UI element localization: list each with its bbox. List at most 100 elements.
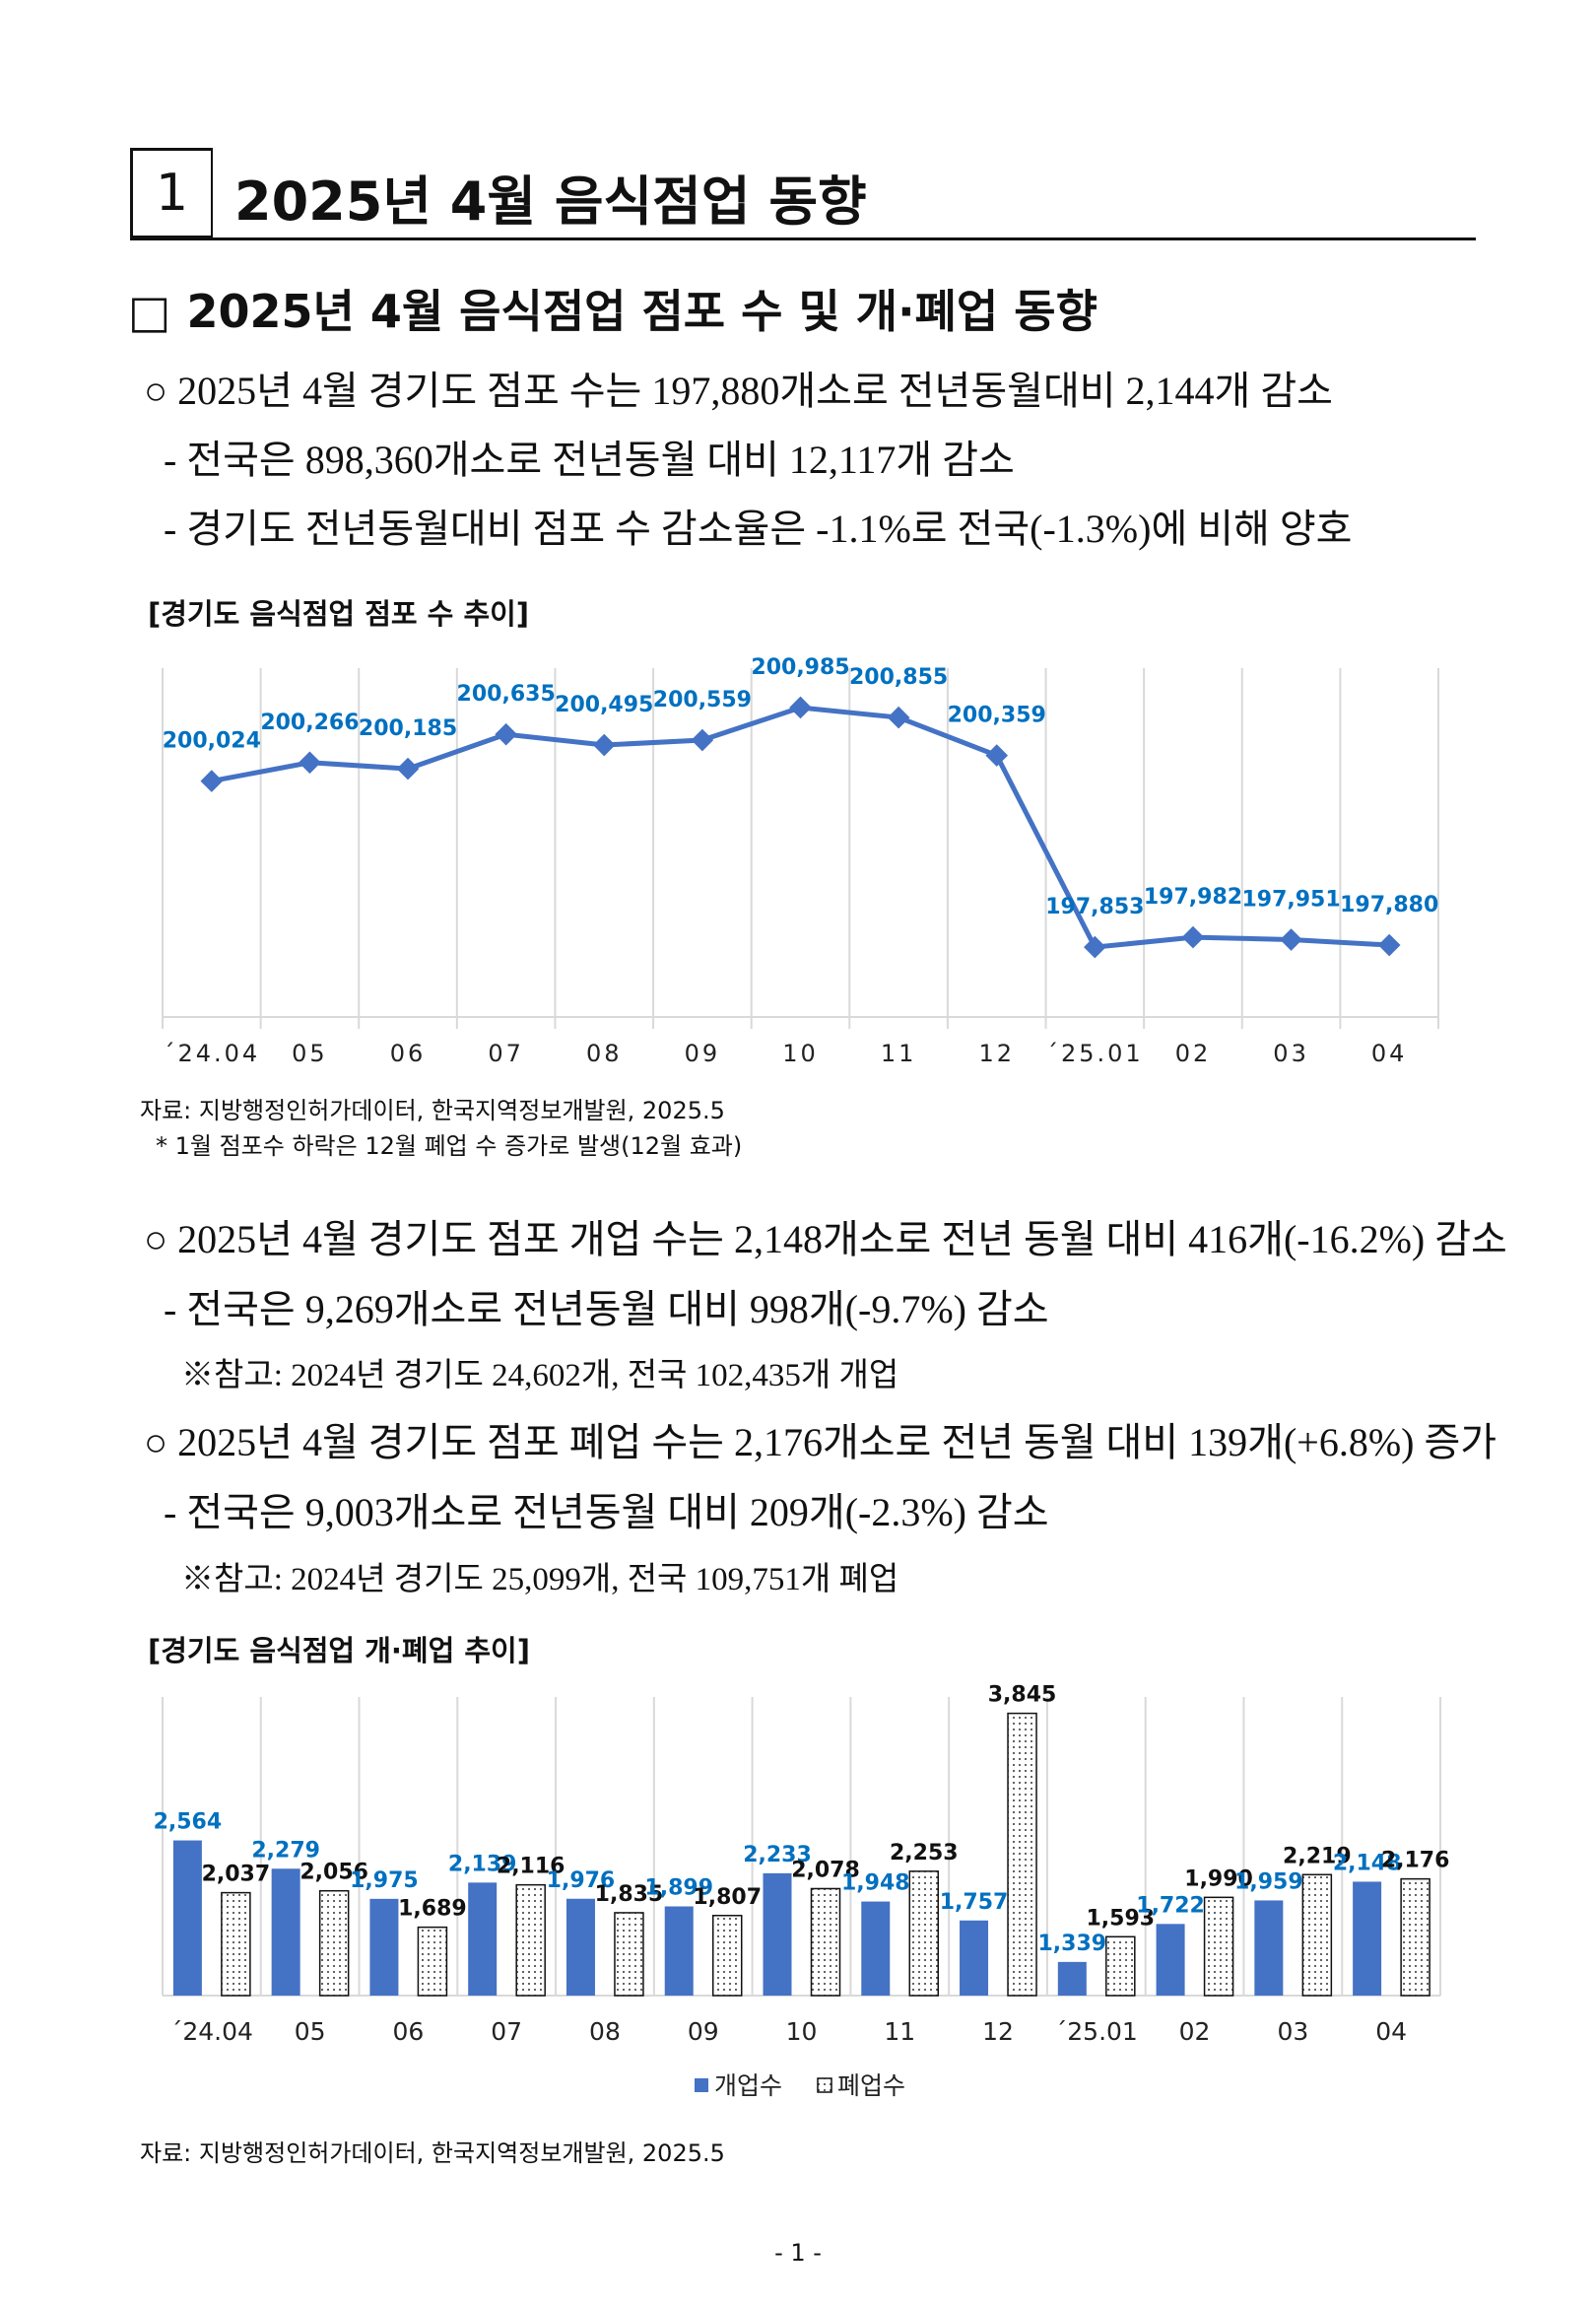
bar-value-label: 1,990 <box>1184 1866 1253 1891</box>
data-label: 200,185 <box>359 716 457 741</box>
bar-value-label: 1,959 <box>1234 1869 1303 1894</box>
bar-open <box>1156 1924 1185 1996</box>
bar-value-label: 1,948 <box>841 1871 910 1896</box>
bar-open <box>271 1868 300 1996</box>
x-tick-label: ´25.01 <box>1046 1040 1144 1067</box>
bar-value-label: 2,056 <box>299 1861 368 1885</box>
data-label: 197,880 <box>1340 893 1438 917</box>
bar-value-label: 2,233 <box>743 1843 812 1867</box>
page-number: - 1 - <box>774 2239 822 2267</box>
bar-value-label: 1,722 <box>1136 1893 1205 1918</box>
bar-value-label: 2,279 <box>251 1838 320 1863</box>
bar-value-label: 2,078 <box>791 1858 860 1882</box>
chart2-source: 자료: 지방행정인허가데이터, 한국지역정보개발원, 2025.5 <box>140 2139 725 2167</box>
x-tick-label: 12 <box>982 2017 1014 2046</box>
data-point <box>396 757 420 780</box>
chart1-note: * 1월 점포수 하락은 12월 폐업 수 증가로 발생(12월 효과) <box>156 1132 743 1160</box>
data-point <box>592 733 616 757</box>
legend-swatch-open <box>695 2078 708 2092</box>
bar-open <box>468 1882 498 1996</box>
data-label: 197,982 <box>1144 885 1242 910</box>
bar-value-label: 1,835 <box>595 1882 664 1907</box>
x-tick-label: 11 <box>881 1040 917 1067</box>
data-point <box>789 696 812 719</box>
data-point <box>1181 925 1205 949</box>
data-point <box>1084 935 1106 959</box>
bar-close <box>614 1912 644 1997</box>
legend-swatch-close <box>817 2077 832 2093</box>
bar-open <box>369 1898 399 1996</box>
bullet-store-count: ○ 2025년 4월 경기도 점포 수는 197,880개소로 전년동월대비 2… <box>144 369 1333 413</box>
data-point <box>985 744 1009 767</box>
x-tick-label: 06 <box>393 2017 425 2046</box>
bullet-closures: ○ 2025년 4월 경기도 점포 폐업 수는 2,176개소로 전년 동월 대… <box>144 1420 1497 1464</box>
data-label: 200,559 <box>653 688 752 712</box>
bar-value-label: 1,689 <box>398 1897 467 1922</box>
bar-value-label: 3,845 <box>988 1683 1057 1708</box>
bar-value-label: 1,339 <box>1038 1932 1107 1956</box>
x-tick-label: ´24.04 <box>163 1040 260 1067</box>
bar-value-label: 1,976 <box>547 1868 616 1893</box>
x-tick-label: 05 <box>292 1040 328 1067</box>
data-label: 197,853 <box>1045 895 1144 919</box>
x-tick-label: 06 <box>390 1040 427 1067</box>
bar-open <box>565 1898 595 1996</box>
bar-open <box>1254 1900 1284 1996</box>
x-tick-label: 09 <box>688 2017 719 2046</box>
bar-value-label: 1,899 <box>644 1876 713 1901</box>
note-closures-2024: ※참고: 2024년 경기도 25,099개, 전국 109,751개 폐업 <box>181 1562 899 1597</box>
data-label: 200,359 <box>948 704 1046 728</box>
bar-close <box>1400 1877 1430 1997</box>
bar-value-label: 2,253 <box>890 1841 959 1865</box>
bar-value-label: 1,807 <box>693 1885 762 1910</box>
x-tick-label: 12 <box>978 1040 1015 1067</box>
data-point <box>495 722 517 746</box>
bullet-openings: ○ 2025년 4월 경기도 점포 개업 수는 2,148개소로 전년 동월 대… <box>144 1217 1507 1261</box>
bar-value-label: 2,219 <box>1283 1844 1352 1868</box>
data-label: 200,985 <box>751 655 849 680</box>
bar-value-label: 2,037 <box>202 1863 271 1887</box>
chart2-title: [경기도 음식점업 개·폐업 추이] <box>148 1634 530 1667</box>
legend-label-open: 개업수 <box>714 2071 782 2100</box>
x-tick-label: 10 <box>782 1040 819 1067</box>
bar-open <box>763 1872 792 1996</box>
data-point <box>1377 933 1401 957</box>
bar-value-label: 1,593 <box>1087 1906 1156 1931</box>
x-tick-label: 07 <box>488 1040 524 1067</box>
bar-value-label: 1,975 <box>350 1868 419 1893</box>
bar-value-label: 1,757 <box>940 1890 1009 1915</box>
chart1-title: [경기도 음식점업 점포 수 추이] <box>148 597 530 631</box>
x-tick-label: 04 <box>1371 1040 1408 1067</box>
data-label: 200,024 <box>163 729 261 754</box>
series-line <box>211 705 1390 950</box>
data-label: 200,635 <box>457 682 556 707</box>
x-tick-label: ´24.04 <box>170 2017 253 2046</box>
sub-bullet-rate: - 경기도 전년동월대비 점포 수 감소율은 -1.1%로 전국(-1.3%)에… <box>164 507 1353 551</box>
x-tick-label: 08 <box>589 2017 621 2046</box>
data-label: 200,495 <box>555 693 653 717</box>
bar-open <box>664 1906 694 1996</box>
legend-label-close: 폐업수 <box>837 2071 905 2100</box>
bar-value-label: 2,176 <box>1381 1849 1450 1873</box>
x-tick-label: 02 <box>1175 1040 1212 1067</box>
bar-close <box>1203 1896 1234 1997</box>
x-tick-label: 03 <box>1277 2017 1308 2046</box>
bar-open <box>1057 1961 1087 1996</box>
x-tick-label: 11 <box>884 2017 915 2046</box>
data-label: 200,855 <box>849 665 948 690</box>
bar-close <box>1105 1935 1136 1997</box>
section-number: 1 <box>130 148 213 238</box>
bar-open <box>861 1901 891 1996</box>
bar-close <box>221 1891 251 1997</box>
sub-bullet-openings-national: - 전국은 9,269개소로 전년동월 대비 998개(-9.7%) 감소 <box>164 1287 1049 1331</box>
x-tick-label: 08 <box>586 1040 623 1067</box>
bar-open <box>1353 1881 1382 1996</box>
section-subtitle: □ 2025년 4월 음식점업 점포 수 및 개·폐업 동향 <box>128 285 1097 338</box>
bar-open <box>172 1840 202 1996</box>
x-tick-label: 02 <box>1179 2017 1211 2046</box>
x-tick-label: 05 <box>295 2017 326 2046</box>
bar-close <box>810 1887 841 1997</box>
chart1-source: 자료: 지방행정인허가데이터, 한국지역정보개발원, 2025.5 <box>140 1097 725 1124</box>
bar-open <box>960 1920 989 1996</box>
